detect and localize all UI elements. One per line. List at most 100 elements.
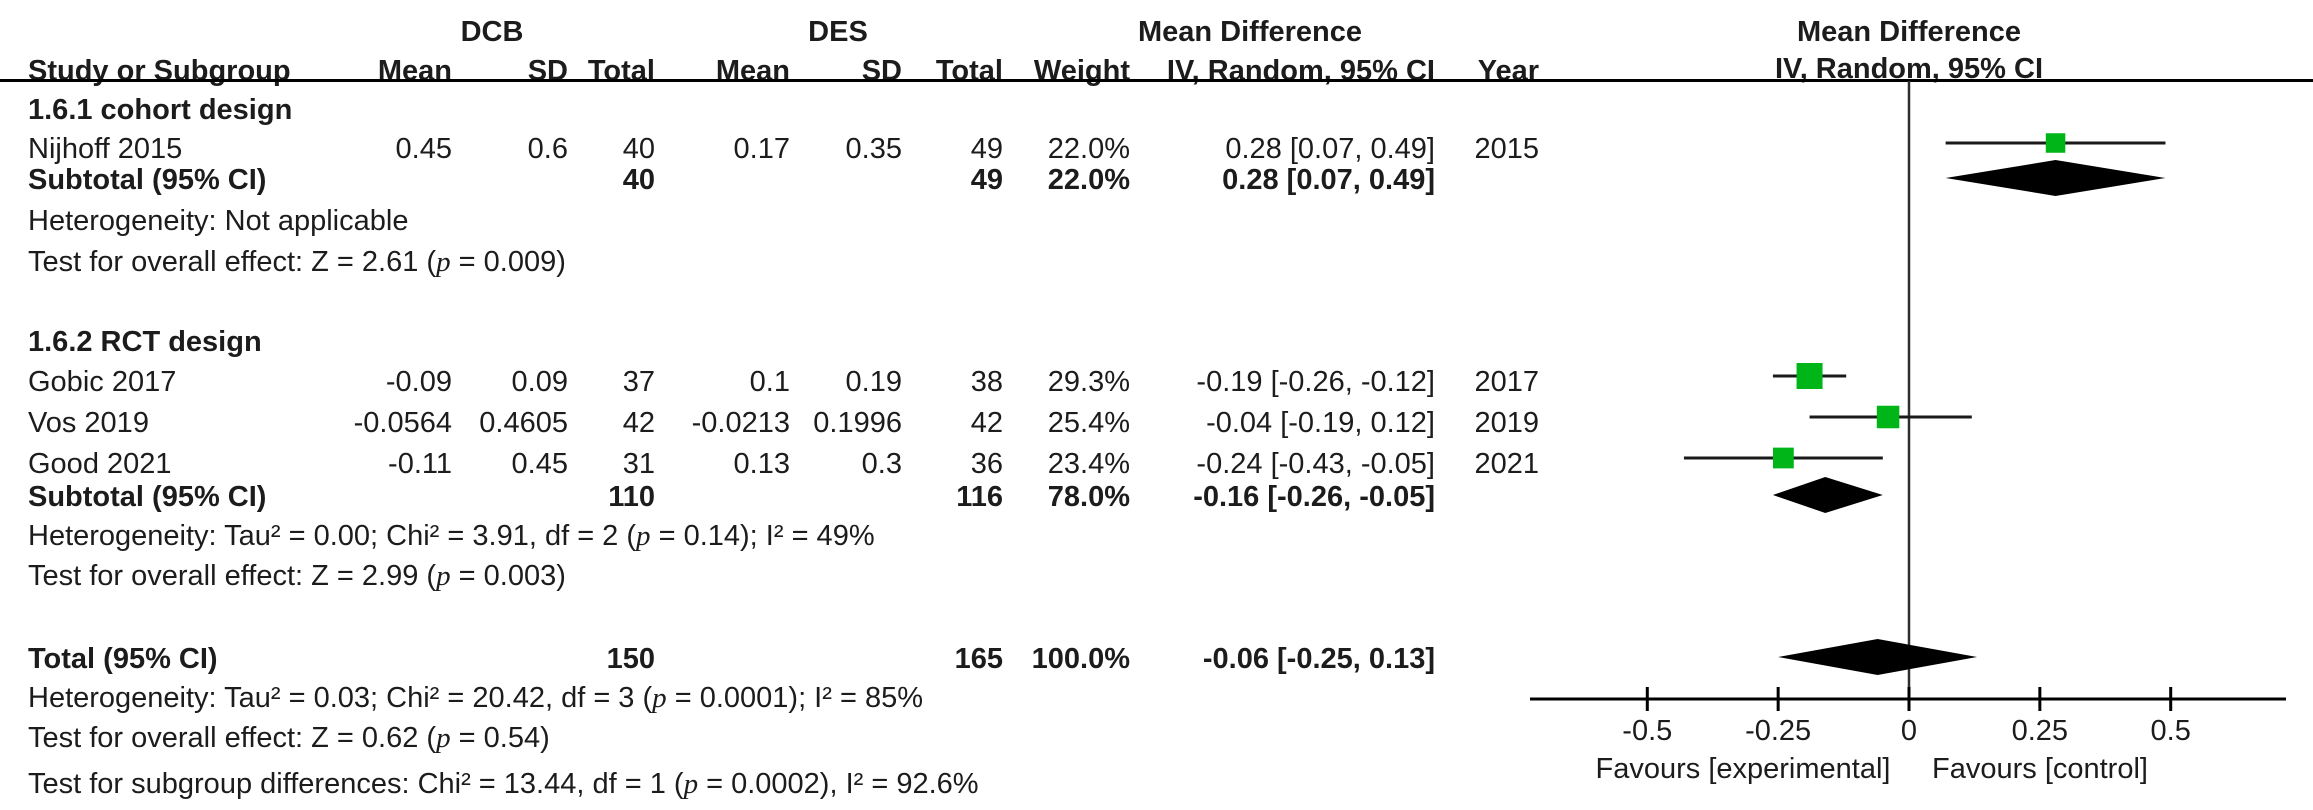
note-text: Heterogeneity: Tau² = 0.03; Chi² = 20.42… (28, 682, 653, 714)
cell-total-dcb: 42 (622, 407, 655, 439)
italic-p: p (683, 768, 699, 800)
cell-weight: 22.0% (1047, 133, 1130, 165)
cell-total-des: 36 (970, 448, 1003, 480)
cell-ci: -0.06 [-0.25, 0.13] (1202, 643, 1435, 675)
cell-weight: 22.0% (1047, 164, 1130, 196)
note-text: = 0.0002), I² = 92.6% (698, 768, 979, 800)
study-label: Gobic 2017 (28, 366, 177, 398)
pooled-diamond-total (1778, 639, 1978, 675)
pooled-diamond-sub2 (1772, 477, 1883, 513)
cell-total-dcb: 150 (606, 643, 655, 675)
note-text: Test for overall effect: Z = 0.62 ( (28, 722, 437, 754)
cell-mean-des: -0.0213 (691, 407, 790, 439)
cell-total-des: 38 (970, 366, 1003, 398)
cell-weight: 100.0% (1031, 643, 1130, 675)
study-square-gobic (1796, 363, 1823, 389)
cell-year: 2017 (1474, 366, 1539, 398)
cell-ci: 0.28 [0.07, 0.49] (1225, 133, 1435, 165)
axis-tick-label-0: 0 (1900, 715, 1918, 747)
cell-total-dcb: 110 (608, 481, 655, 513)
cell-mean-des: 0.13 (733, 448, 790, 480)
cell-weight: 25.4% (1047, 407, 1130, 439)
italic-p: p (436, 722, 451, 754)
note-test3: Test for overall effect: Z = 0.62 (p = 0… (28, 718, 550, 758)
section-label: 1.6.1 cohort design (28, 94, 293, 126)
cell-mean-dcb: 0.45 (395, 133, 452, 165)
italic-p: p (652, 682, 667, 714)
cell-mean-des: 0.1 (749, 366, 790, 398)
cell-sd-des: 0.19 (845, 366, 902, 398)
note-text: Heterogeneity: Tau² = 0.00; Chi² = 3.91,… (28, 520, 637, 552)
study-label: Nijhoff 2015 (28, 133, 183, 165)
note-text: = 0.0001); I² = 85% (666, 682, 923, 714)
note-text: Heterogeneity: Not applicable (28, 205, 409, 237)
cell-ci: -0.19 [-0.26, -0.12] (1196, 366, 1435, 398)
cell-year: 2015 (1474, 133, 1539, 165)
italic-p: p (436, 246, 451, 278)
cell-weight: 29.3% (1047, 366, 1130, 398)
cell-ci: 0.28 [0.07, 0.49] (1222, 164, 1435, 196)
pooled-diamond-sub1 (1945, 160, 2166, 196)
cell-weight: 78.0% (1047, 481, 1130, 513)
cell-total-dcb: 37 (622, 366, 655, 398)
cell-sd-dcb: 0.6 (527, 133, 568, 165)
favours-experimental-label: Favours [experimental] (1595, 753, 1891, 785)
cell-total-dcb: 40 (622, 133, 655, 165)
plot-header-mean-difference: Mean Difference (1796, 16, 2021, 48)
cell-weight: 23.4% (1047, 448, 1130, 480)
cell-mean-des: 0.17 (733, 133, 790, 165)
cell-mean-dcb: -0.09 (385, 366, 452, 398)
note-test2: Test for overall effect: Z = 2.99 (p = 0… (28, 556, 566, 596)
cell-ci: -0.04 [-0.19, 0.12] (1206, 407, 1435, 439)
header-rule (0, 79, 2313, 82)
axis-tick-label--0.5: -0.5 (1622, 715, 1673, 747)
column-group-mean-difference: Mean Difference (1137, 16, 1362, 48)
axis-tick-label-0.5: 0.5 (2150, 715, 2191, 747)
cell-total-des: 49 (970, 164, 1003, 196)
cell-year: 2021 (1474, 448, 1539, 480)
cell-ci: -0.16 [-0.26, -0.05] (1193, 481, 1435, 513)
column-group-des: DES (808, 16, 868, 48)
study-label: Vos 2019 (28, 407, 149, 439)
note-text: = 0.003) (450, 560, 566, 592)
cell-ci: -0.24 [-0.43, -0.05] (1196, 448, 1435, 480)
note-text: = 0.54) (450, 722, 550, 754)
section-label: 1.6.2 RCT design (28, 326, 262, 358)
cell-total-dcb: 31 (622, 448, 655, 480)
cell-sd-dcb: 0.4605 (479, 407, 568, 439)
cell-total-des: 42 (970, 407, 1003, 439)
note-test1: Test for overall effect: Z = 2.61 (p = 0… (28, 242, 566, 282)
note-text: Test for overall effect: Z = 2.61 ( (28, 246, 437, 278)
study-square-nijhoff (2045, 133, 2066, 153)
italic-p: p (636, 520, 651, 552)
pooled-label: Subtotal (95% CI) (28, 164, 267, 196)
study-square-vos (1876, 405, 1900, 429)
cell-mean-dcb: -0.0564 (353, 407, 452, 439)
column-group-dcb: DCB (460, 16, 524, 48)
cell-total-dcb: 40 (622, 164, 655, 196)
axis-tick-label--0.25: -0.25 (1745, 715, 1812, 747)
note-text: Test for overall effect: Z = 2.99 ( (28, 560, 437, 592)
cell-sd-dcb: 0.45 (511, 448, 568, 480)
note-het2: Heterogeneity: Tau² = 0.00; Chi² = 3.91,… (28, 516, 875, 556)
note-text: Test for subgroup differences: Chi² = 13… (28, 768, 684, 800)
cell-total-des: 116 (956, 481, 1003, 513)
italic-p: p (436, 560, 451, 592)
pooled-label: Total (95% CI) (28, 643, 218, 675)
cell-year: 2019 (1474, 407, 1539, 439)
note-text: = 0.14); I² = 49% (650, 520, 875, 552)
cell-sd-des: 0.1996 (813, 407, 902, 439)
pooled-label: Subtotal (95% CI) (28, 481, 267, 513)
cell-total-des: 165 (954, 643, 1003, 675)
study-square-good (1773, 447, 1794, 469)
cell-sd-des: 0.35 (845, 133, 902, 165)
note-subdiff: Test for subgroup differences: Chi² = 13… (28, 764, 979, 804)
note-het1: Heterogeneity: Not applicable (28, 201, 408, 241)
note-het3: Heterogeneity: Tau² = 0.03; Chi² = 20.42… (28, 678, 923, 718)
cell-sd-des: 0.3 (861, 448, 902, 480)
axis-tick-label-0.25: 0.25 (2011, 715, 2069, 747)
cell-total-des: 49 (970, 133, 1003, 165)
note-text: = 0.009) (450, 246, 566, 278)
